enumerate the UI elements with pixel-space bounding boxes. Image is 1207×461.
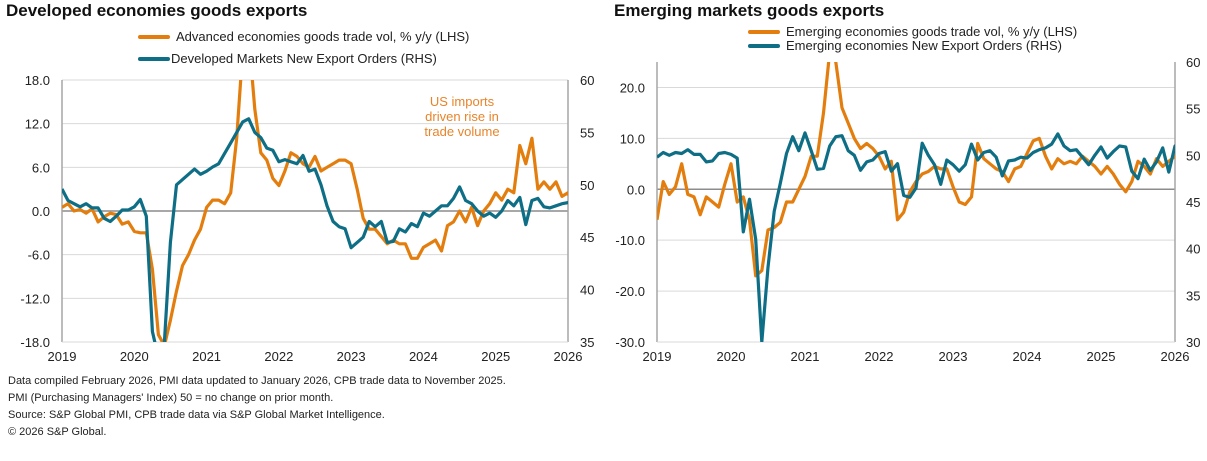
right-legend-item-orders: Emerging economies New Export Orders (RH…: [748, 38, 1062, 53]
legend-label: Emerging economies goods trade vol, % y/…: [786, 24, 1078, 39]
left-x-tick-label: 2021: [192, 349, 221, 364]
legend-swatch-teal: [138, 56, 170, 61]
right-x-tick-label: 2022: [865, 349, 894, 364]
legend-label: Advanced economies goods trade vol, % y/…: [176, 29, 470, 44]
left-y-right-tick-label: 55: [580, 125, 594, 140]
right-y-right-tick-label: 45: [1186, 195, 1200, 210]
left-y-left-tick-label: 0.0: [32, 204, 50, 219]
right-series-new-export-orders-line: [657, 131, 1175, 342]
right-y-left-tick-label: 20.0: [620, 80, 645, 95]
legend-swatch-orange: [138, 34, 170, 39]
left-y-right-tick-label: 40: [580, 283, 594, 298]
left-x-tick-label: 2023: [337, 349, 366, 364]
footnote-source: Source: S&P Global PMI, CPB trade data v…: [8, 409, 385, 421]
legend-swatch-orange: [748, 29, 780, 34]
right-y-right-tick-label: 40: [1186, 242, 1200, 257]
right-y-right-tick-label: 35: [1186, 288, 1200, 303]
left-y-right-tick-label: 60: [580, 73, 594, 88]
right-x-tick-label: 2019: [643, 349, 672, 364]
right-chart-title: Emerging markets goods exports: [614, 1, 885, 20]
legend-label: Developed Markets New Export Orders (RHS…: [171, 51, 437, 66]
left-x-tick-label: 2019: [48, 349, 77, 364]
left-legend-item-orders: Developed Markets New Export Orders (RHS…: [138, 51, 437, 66]
right-x-tick-label: 2021: [791, 349, 820, 364]
right-y-left-tick-label: -10.0: [615, 233, 645, 248]
left-y-left-tick-label: -12.0: [20, 291, 50, 306]
annotation-us-imports: driven rise in: [425, 109, 499, 124]
left-y-left-tick-label: 12.0: [25, 117, 50, 132]
left-x-tick-label: 2026: [554, 349, 583, 364]
right-x-tick-label: 2020: [717, 349, 746, 364]
footnote-data-compiled: Data compiled February 2026, PMI data up…: [8, 375, 506, 387]
right-y-left-tick-label: -30.0: [615, 335, 645, 350]
left-x-tick-label: 2024: [409, 349, 438, 364]
footnote-pmi-definition: PMI (Purchasing Managers' Index) 50 = no…: [8, 392, 334, 404]
right-y-right-tick-label: 30: [1186, 335, 1200, 350]
left-x-tick-label: 2020: [120, 349, 149, 364]
left-y-right-tick-label: 45: [580, 230, 594, 245]
annotation-us-imports: US imports: [430, 94, 495, 109]
right-y-right-tick-label: 60: [1186, 55, 1200, 70]
right-x-tick-label: 2024: [1013, 349, 1042, 364]
left-y-right-tick-label: 50: [580, 178, 594, 193]
left-legend-item-trade: Advanced economies goods trade vol, % y/…: [138, 29, 469, 44]
right-legend-item-trade: Emerging economies goods trade vol, % y/…: [748, 24, 1077, 39]
right-x-tick-label: 2025: [1087, 349, 1116, 364]
legend-swatch-teal: [748, 43, 780, 48]
right-x-tick-label: 2026: [1161, 349, 1190, 364]
left-chart-title: Developed economies goods exports: [6, 1, 308, 20]
annotation-us-imports: trade volume: [424, 124, 499, 139]
right-y-left-tick-label: 10.0: [620, 131, 645, 146]
left-y-left-tick-label: 6.0: [32, 160, 50, 175]
footnote-copyright: © 2026 S&P Global.: [8, 426, 107, 438]
right-x-tick-label: 2023: [939, 349, 968, 364]
left-y-left-tick-label: -18.0: [20, 335, 50, 350]
right-y-right-tick-label: 50: [1186, 148, 1200, 163]
left-y-left-tick-label: 18.0: [25, 73, 50, 88]
left-series-new-export-orders-line: [62, 117, 568, 342]
left-x-tick-label: 2022: [264, 349, 293, 364]
right-series-trade-volume-line: [657, 62, 1175, 278]
right-y-right-tick-label: 55: [1186, 102, 1200, 117]
legend-label: Emerging economies New Export Orders (RH…: [786, 38, 1062, 53]
right-y-left-tick-label: -20.0: [615, 284, 645, 299]
left-x-tick-label: 2025: [481, 349, 510, 364]
right-y-left-tick-label: 0.0: [627, 182, 645, 197]
left-y-right-tick-label: 35: [580, 335, 594, 350]
left-y-left-tick-label: -6.0: [28, 248, 50, 263]
left-series-trade-volume-line: [62, 80, 568, 342]
